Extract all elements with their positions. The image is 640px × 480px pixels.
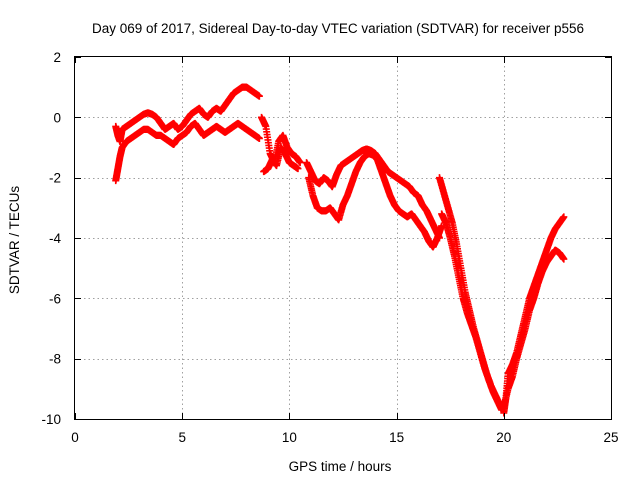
data-point — [560, 255, 568, 263]
x-tick-label: 25 — [603, 430, 618, 445]
series-sdtvar-trace-g — [435, 174, 508, 411]
y-tick-labels: -10 -8 -6 -4 -2 0 2 — [41, 50, 61, 427]
series-sdtvar-trace-c — [258, 113, 304, 167]
x-tick-label: 15 — [389, 430, 404, 445]
data-point — [560, 213, 568, 221]
data-point — [255, 92, 263, 100]
y-tick-label: -10 — [41, 412, 61, 427]
x-tick-labels: 0 5 10 15 20 25 — [71, 430, 618, 445]
plot-frame — [74, 56, 612, 420]
x-tick-label: 10 — [282, 430, 297, 445]
axis-ticks — [75, 57, 612, 420]
series-sdtvar-trace-h — [438, 210, 506, 414]
x-tick-label: 5 — [178, 430, 186, 445]
data-point — [255, 134, 263, 142]
y-tick-label: -4 — [49, 231, 61, 246]
series-sdtvar-trace-d — [260, 144, 302, 176]
y-tick-label: -8 — [49, 352, 61, 367]
chart-title: Day 069 of 2017, Sidereal Day-to-day VTE… — [92, 21, 584, 36]
x-axis-label: GPS time / hours — [289, 459, 392, 474]
y-tick-label: 2 — [53, 50, 61, 65]
y-tick-label: -2 — [49, 171, 61, 186]
data-point — [296, 159, 304, 167]
series-sdtvar-trace-j — [500, 246, 568, 411]
grid-lines — [75, 57, 611, 419]
x-tick-label: 20 — [496, 430, 511, 445]
series-sdtvar-trace-a — [112, 83, 263, 145]
y-axis-label: SDTVAR / TECUs — [7, 186, 22, 295]
data-point — [294, 165, 302, 173]
y-tick-label: -6 — [49, 291, 61, 306]
x-tick-label: 0 — [71, 430, 79, 445]
y-tick-label: 0 — [53, 110, 61, 125]
series-sdtvar-trace-f — [305, 150, 446, 251]
data-marks — [112, 83, 568, 417]
series-sdtvar-trace-b — [112, 119, 263, 185]
